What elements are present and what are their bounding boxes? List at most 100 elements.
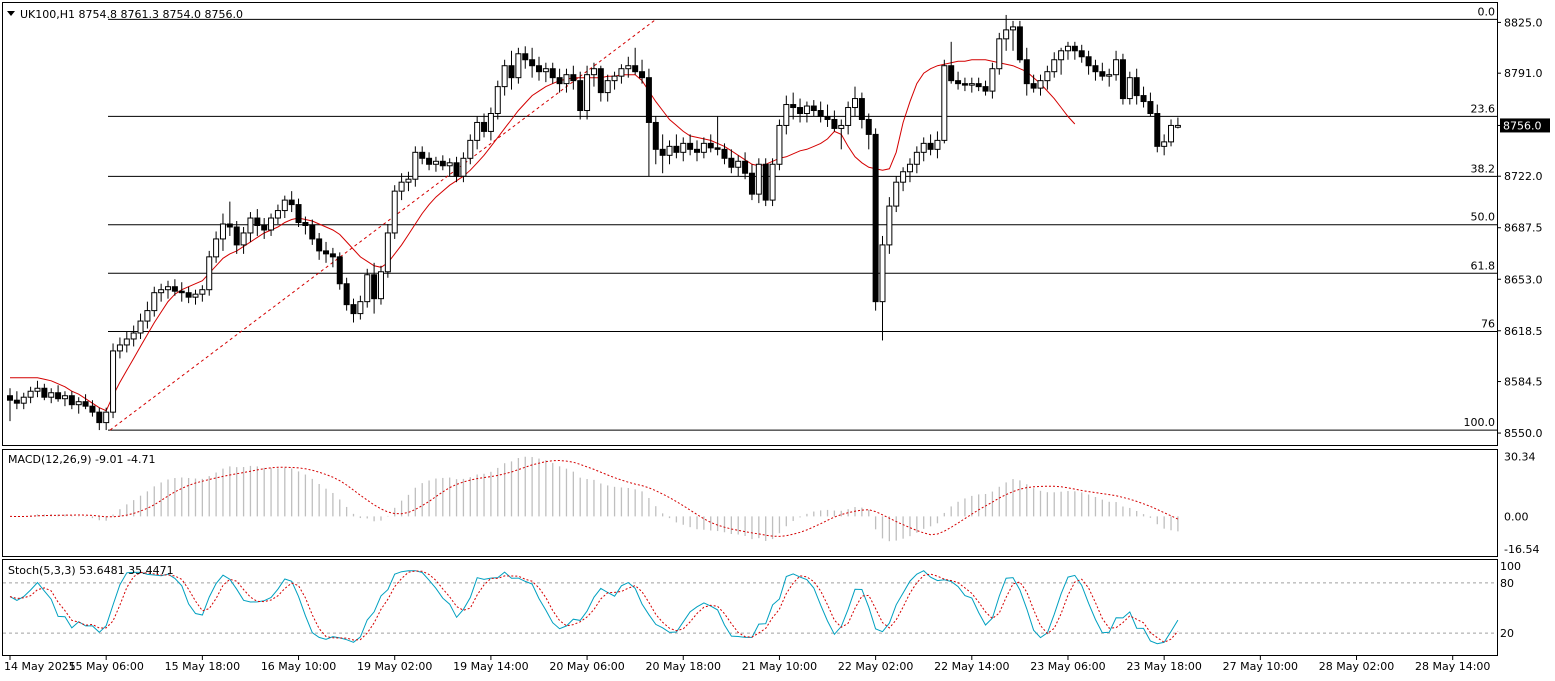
candle: [934, 131, 941, 159]
candle: [494, 80, 501, 120]
candle-body: [838, 124, 845, 129]
candle-body: [295, 204, 302, 224]
candle: [817, 101, 824, 123]
candle-body: [948, 65, 955, 82]
candle: [377, 265, 384, 305]
candle-body: [694, 148, 700, 153]
candle: [680, 137, 687, 162]
candle: [165, 280, 172, 299]
candle: [487, 107, 494, 141]
candle-body: [604, 80, 611, 94]
candle: [1016, 20, 1023, 63]
candle-body: [955, 80, 962, 85]
candle-body: [673, 145, 680, 153]
candle-body: [405, 178, 412, 183]
candles-layer[interactable]: [7, 14, 1181, 431]
candle-body: [556, 77, 563, 85]
candle: [158, 283, 165, 302]
candle-body: [1010, 26, 1017, 31]
candle-body: [515, 53, 522, 79]
candle-body: [563, 74, 570, 85]
candle-body: [1161, 141, 1168, 147]
current-price-label: 8756.0: [1503, 119, 1542, 132]
candle-body: [735, 160, 742, 168]
candle-body: [226, 223, 233, 228]
stochastic-layer: [3, 570, 1497, 645]
candle-body: [453, 162, 460, 177]
fibo-level-label: 100.0: [1464, 416, 1496, 429]
candle: [453, 156, 460, 183]
candle-body: [783, 104, 790, 126]
candle-body: [1003, 29, 1010, 40]
time-tick-label: 21 May 10:00: [742, 660, 817, 673]
candle: [611, 71, 618, 90]
price-tick-label: 8687.5: [1504, 222, 1543, 235]
candle-body: [570, 74, 577, 82]
candle: [618, 64, 625, 84]
candle-body: [487, 113, 494, 132]
candle-body: [391, 190, 398, 234]
candle-body: [467, 139, 474, 159]
candle: [721, 143, 728, 165]
candle-body: [748, 172, 755, 195]
candle-body: [989, 68, 996, 92]
candle-body: [48, 392, 55, 398]
candle: [48, 388, 55, 404]
candle: [666, 140, 673, 165]
candle: [790, 92, 797, 120]
candle-body: [165, 286, 172, 291]
candle-body: [20, 396, 27, 404]
candle: [1133, 68, 1140, 105]
candle: [893, 176, 900, 213]
candle: [728, 149, 735, 174]
candle: [302, 216, 309, 235]
candle-body: [1174, 124, 1181, 128]
candle-body: [110, 350, 117, 413]
price-tick-label: 8791.0: [1504, 67, 1543, 80]
candle: [1106, 68, 1113, 87]
fibo-level-label: 61.8: [1471, 259, 1496, 272]
candle-body: [1092, 65, 1099, 73]
candle-body: [920, 142, 927, 153]
candle-body: [886, 205, 893, 246]
time-tick-label: 14 May 2025: [4, 660, 76, 673]
candle: [639, 59, 646, 84]
candle-body: [96, 411, 103, 424]
candle: [769, 158, 776, 207]
candle-body: [721, 148, 728, 159]
candle: [412, 146, 419, 187]
candle: [405, 171, 412, 192]
moving-average-line: [10, 59, 1076, 412]
candle-body: [913, 151, 920, 165]
candle-body: [371, 274, 378, 300]
candle-body: [1140, 95, 1147, 103]
candle-body: [329, 253, 336, 258]
candle: [171, 279, 178, 296]
candle-body: [61, 395, 68, 400]
candle-body: [309, 224, 316, 240]
candle: [906, 158, 913, 183]
candle: [1071, 41, 1078, 60]
candle-body: [192, 293, 199, 298]
candle: [762, 158, 769, 207]
price-tick-label: 8825.0: [1504, 16, 1543, 29]
candle: [343, 277, 350, 311]
candle-body: [1071, 45, 1078, 52]
candle-body: [639, 71, 646, 79]
header-dropdown-icon[interactable]: [7, 11, 15, 16]
candle: [281, 195, 288, 219]
candle-body: [261, 224, 268, 231]
stoch-signal-line: [9, 570, 1179, 643]
candle: [61, 391, 68, 407]
candle-body: [755, 163, 762, 195]
candle: [357, 295, 364, 320]
candle: [652, 116, 659, 165]
stoch-tick-label: 20: [1500, 627, 1514, 640]
candle: [1058, 47, 1065, 75]
candle: [1044, 65, 1051, 90]
candle: [206, 250, 213, 296]
time-tick-label: 19 May 02:00: [357, 660, 432, 673]
candle: [1030, 74, 1037, 93]
